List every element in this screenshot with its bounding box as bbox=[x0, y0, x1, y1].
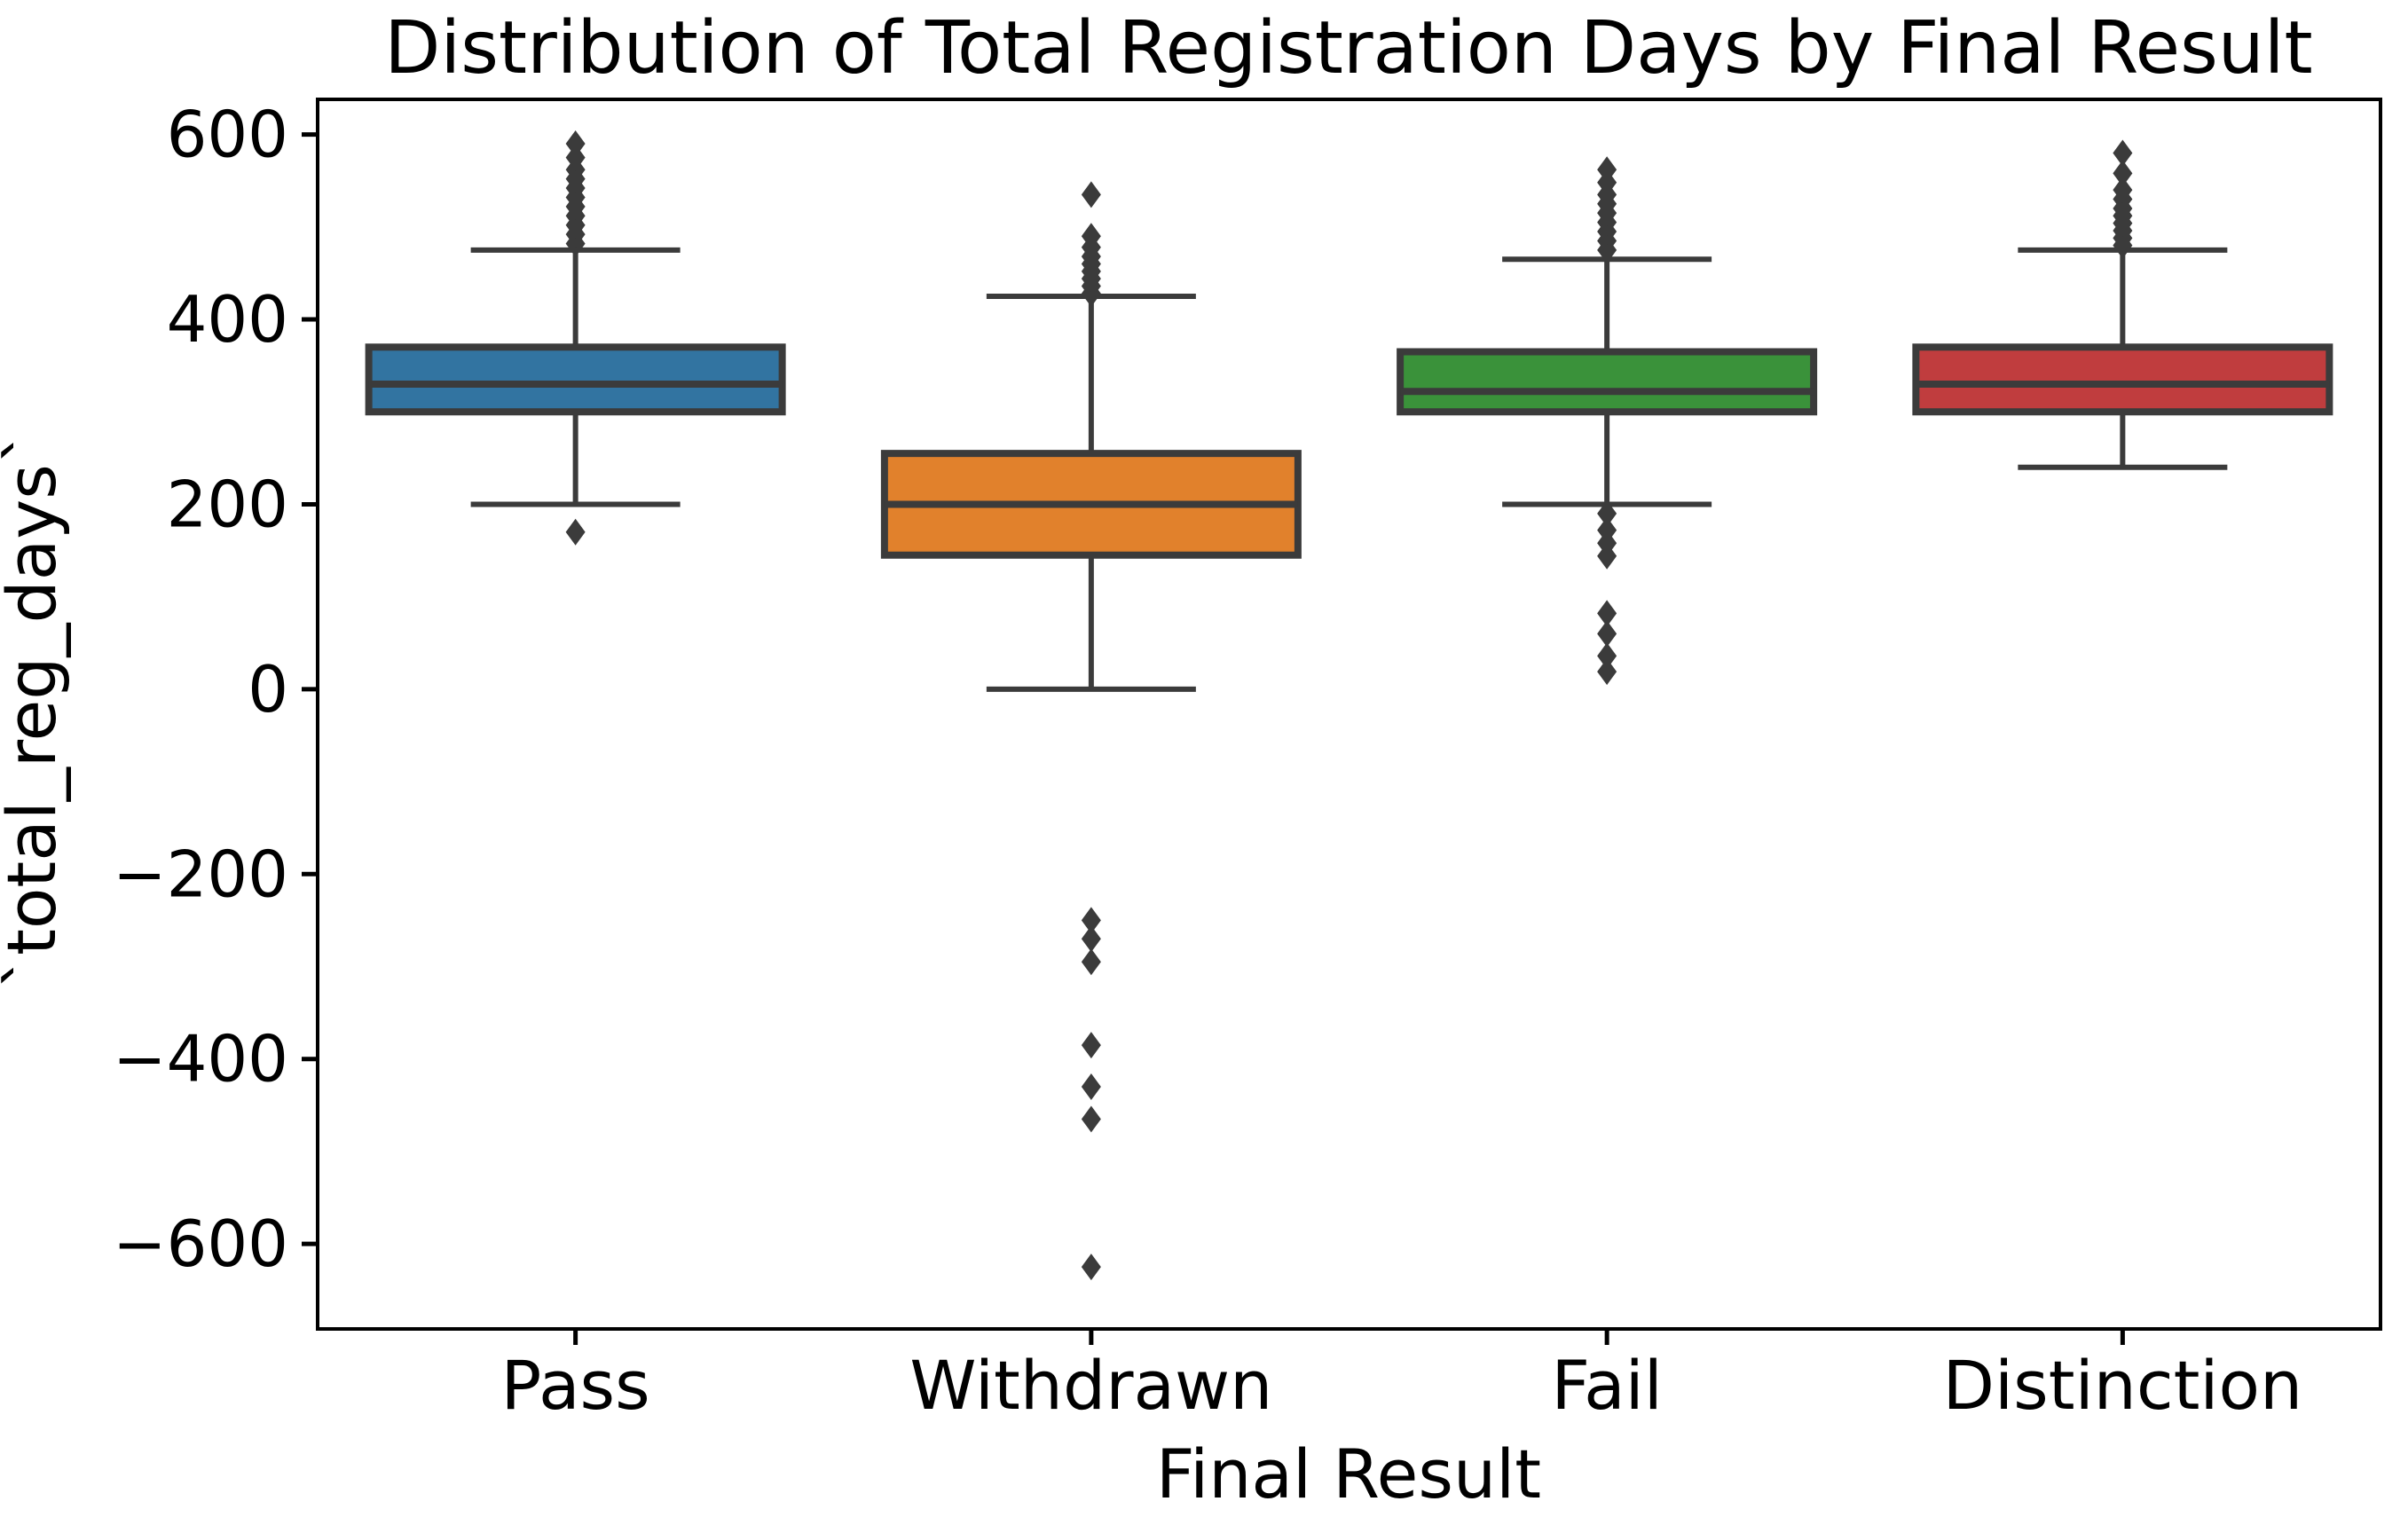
y-tick-label: 400 bbox=[167, 282, 288, 357]
outlier-diamond-fail bbox=[1597, 499, 1617, 527]
outlier-diamond-pass bbox=[565, 144, 586, 171]
outlier-diamond-fail bbox=[1597, 620, 1617, 648]
box-fail bbox=[1397, 348, 1818, 416]
x-tick-label-pass: Pass bbox=[501, 1346, 650, 1425]
x-axis-label: Final Result bbox=[1156, 1435, 1541, 1513]
x-tick-label-withdrawn: Withdrawn bbox=[909, 1346, 1272, 1425]
chart-title: Distribution of Total Registration Days … bbox=[384, 6, 2312, 90]
y-tick-label: −600 bbox=[113, 1207, 288, 1281]
outlier-diamond-withdrawn bbox=[1081, 1105, 1101, 1133]
y-tick-label: −400 bbox=[113, 1022, 288, 1097]
box-distinction bbox=[1912, 343, 2333, 416]
y-tick-label: 600 bbox=[167, 98, 288, 172]
outlier-diamond-fail bbox=[1597, 658, 1617, 686]
outlier-diamond-withdrawn bbox=[1081, 1032, 1101, 1059]
y-tick-label: −200 bbox=[113, 837, 288, 911]
outlier-diamond-pass bbox=[565, 130, 586, 158]
outlier-diamond-fail bbox=[1597, 642, 1617, 670]
outlier-diamond-pass bbox=[565, 518, 586, 546]
outlier-diamond-withdrawn bbox=[1081, 948, 1101, 976]
plot-area: 600 400 200 0 −200 −400 −600 Pass Withdrawn Fail D… bbox=[113, 98, 2382, 1425]
outlier-diamond-fail bbox=[1597, 600, 1617, 627]
outlier-diamond-withdrawn bbox=[1081, 925, 1101, 953]
y-axis-label: `total_reg_days` bbox=[0, 430, 71, 989]
outlier-diamond-distinction bbox=[2113, 177, 2133, 204]
outlier-diamond-fail bbox=[1597, 156, 1617, 184]
outlier-diamond-fail bbox=[1597, 542, 1617, 570]
y-tick-label: 0 bbox=[248, 652, 288, 727]
outlier-diamond-withdrawn bbox=[1081, 223, 1101, 250]
plot-frame bbox=[316, 98, 2382, 1331]
x-tick-label-fail: Fail bbox=[1551, 1346, 1663, 1425]
y-tick-label: 200 bbox=[167, 467, 288, 541]
outlier-diamond-distinction bbox=[2113, 160, 2133, 187]
outlier-diamond-distinction bbox=[2113, 139, 2133, 167]
box-pass bbox=[365, 343, 786, 416]
outlier-diamond-withdrawn bbox=[1081, 1254, 1101, 1281]
outlier-diamond-withdrawn bbox=[1081, 181, 1101, 208]
outlier-diamond-withdrawn bbox=[1081, 1073, 1101, 1100]
outlier-diamond-withdrawn bbox=[1081, 907, 1101, 934]
x-tick-label-distinction: Distinction bbox=[1943, 1346, 2303, 1425]
